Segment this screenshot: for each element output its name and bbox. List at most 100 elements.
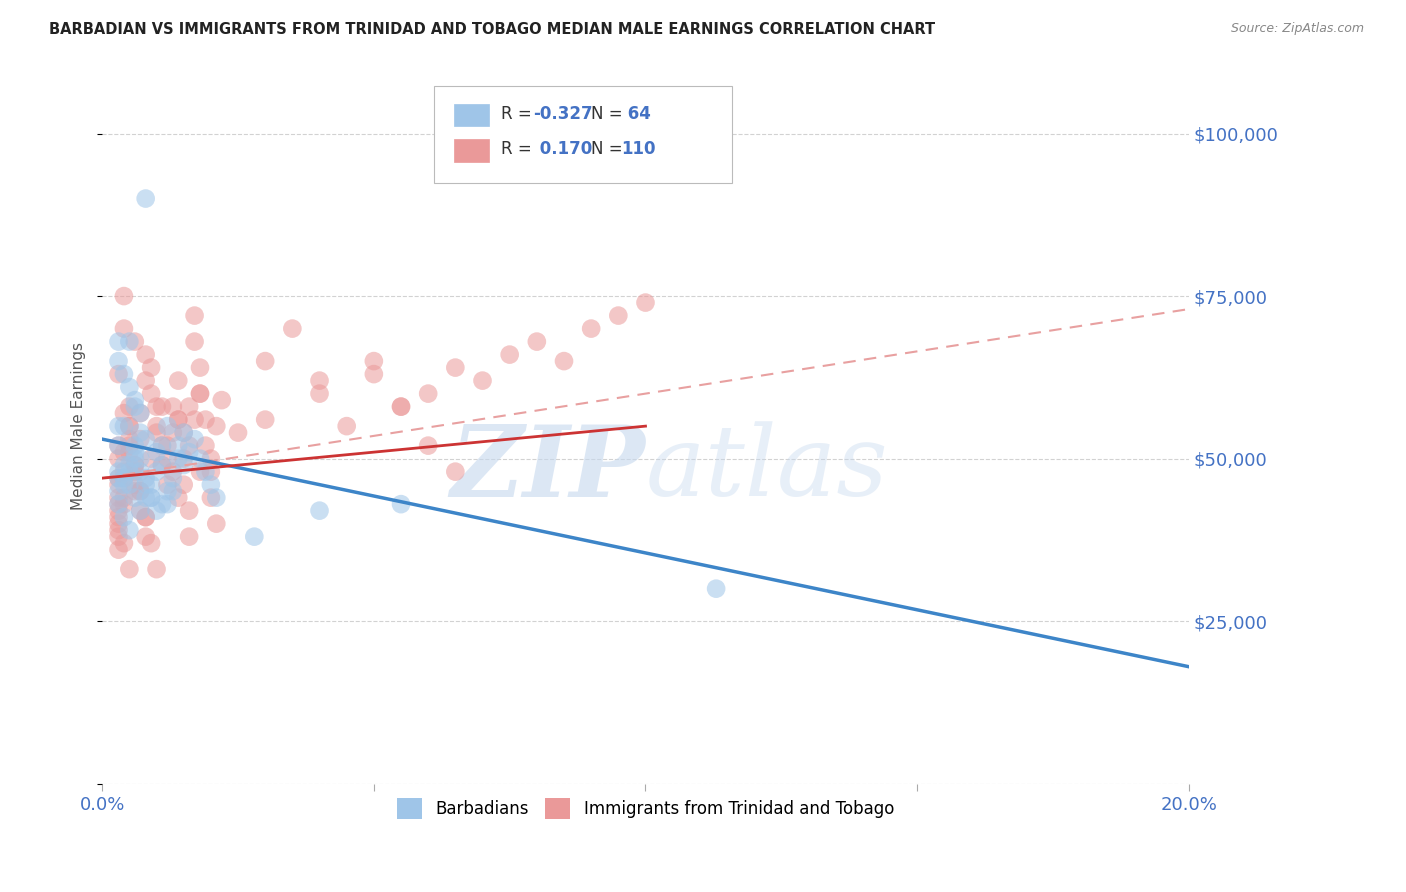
Point	[389, 497, 412, 511]
Point	[156, 451, 179, 466]
Point	[129, 503, 152, 517]
Point	[243, 530, 266, 544]
Text: 110: 110	[621, 140, 657, 159]
Text: Source: ZipAtlas.com: Source: ZipAtlas.com	[1230, 22, 1364, 36]
Point	[118, 458, 141, 472]
Point	[179, 400, 201, 414]
Point	[107, 497, 129, 511]
Point	[107, 439, 129, 453]
Point	[167, 374, 190, 388]
Y-axis label: Median Male Earnings: Median Male Earnings	[72, 343, 86, 510]
Point	[124, 445, 146, 459]
Point	[118, 439, 141, 453]
Point	[162, 465, 184, 479]
Text: ZIP: ZIP	[450, 421, 645, 517]
Point	[135, 374, 157, 388]
Point	[107, 451, 129, 466]
Point	[107, 471, 129, 485]
Point	[112, 465, 135, 479]
Point	[194, 412, 217, 426]
Point	[112, 458, 135, 472]
Point	[107, 530, 129, 544]
Point	[135, 432, 157, 446]
Text: R =: R =	[501, 104, 537, 122]
Point	[118, 419, 141, 434]
Point	[194, 465, 217, 479]
Point	[139, 360, 162, 375]
Point	[135, 471, 157, 485]
Point	[150, 458, 173, 472]
Point	[118, 419, 141, 434]
Point	[107, 471, 129, 485]
Point	[173, 451, 195, 466]
Point	[179, 530, 201, 544]
Point	[156, 484, 179, 499]
Point	[135, 491, 157, 505]
Point	[112, 477, 135, 491]
Point	[634, 295, 657, 310]
Point	[444, 465, 467, 479]
Point	[107, 419, 129, 434]
Point	[124, 491, 146, 505]
Point	[135, 477, 157, 491]
Point	[418, 439, 440, 453]
Text: BARBADIAN VS IMMIGRANTS FROM TRINIDAD AND TOBAGO MEDIAN MALE EARNINGS CORRELATIO: BARBADIAN VS IMMIGRANTS FROM TRINIDAD AN…	[49, 22, 935, 37]
Point	[179, 445, 201, 459]
Point	[129, 465, 152, 479]
FancyBboxPatch shape	[433, 87, 733, 183]
Point	[167, 439, 190, 453]
Point	[124, 458, 146, 472]
Point	[162, 471, 184, 485]
Point	[156, 419, 179, 434]
Point	[145, 445, 167, 459]
Point	[281, 321, 304, 335]
Point	[129, 484, 152, 499]
Point	[188, 465, 211, 479]
Point	[200, 451, 222, 466]
Text: R =: R =	[501, 140, 537, 159]
Point	[145, 419, 167, 434]
Point	[107, 503, 129, 517]
Point	[129, 451, 152, 466]
Point	[363, 354, 385, 368]
Point	[107, 510, 129, 524]
Point	[124, 451, 146, 466]
FancyBboxPatch shape	[454, 139, 489, 162]
Point	[112, 367, 135, 381]
Point	[205, 491, 228, 505]
Point	[173, 458, 195, 472]
Point	[150, 458, 173, 472]
Point	[444, 360, 467, 375]
Point	[107, 367, 129, 381]
Point	[107, 354, 129, 368]
Point	[553, 354, 575, 368]
Point	[704, 582, 727, 596]
Point	[112, 510, 135, 524]
Point	[308, 503, 330, 517]
Point	[124, 484, 146, 499]
Point	[183, 334, 205, 349]
Point	[107, 497, 129, 511]
Point	[162, 400, 184, 414]
Point	[389, 400, 412, 414]
Point	[188, 360, 211, 375]
Point	[188, 386, 211, 401]
Point	[183, 432, 205, 446]
Point	[308, 374, 330, 388]
Point	[254, 412, 277, 426]
Point	[188, 386, 211, 401]
Point	[150, 400, 173, 414]
Point	[139, 491, 162, 505]
Point	[129, 484, 152, 499]
Point	[183, 412, 205, 426]
Point	[145, 400, 167, 414]
Point	[418, 386, 440, 401]
Point	[129, 406, 152, 420]
Point	[107, 523, 129, 537]
Point	[167, 451, 190, 466]
Point	[226, 425, 249, 440]
Point	[129, 432, 152, 446]
Point	[124, 477, 146, 491]
Point	[112, 497, 135, 511]
Point	[205, 419, 228, 434]
